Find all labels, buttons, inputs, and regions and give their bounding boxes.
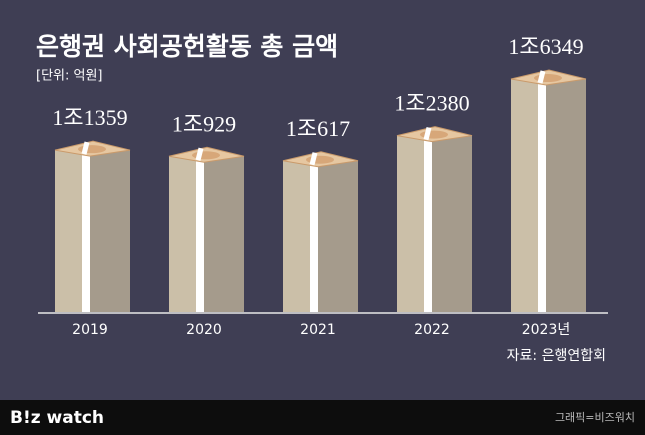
x-tick-label: 2020 <box>186 322 222 338</box>
value-label: 1조929 <box>172 111 236 136</box>
value-label: 1조1359 <box>52 105 127 130</box>
chart-subtitle: [단위: 억원] <box>36 69 103 84</box>
bar-top-band <box>195 147 204 161</box>
bar-top-band <box>423 126 432 141</box>
bar-side <box>546 79 586 312</box>
bar-band <box>424 138 432 312</box>
source: 자료: 은행연합회 <box>507 348 606 364</box>
footer-band <box>0 400 645 435</box>
bar-side <box>90 150 130 312</box>
chart-title: 은행권 사회공헌활동 총 금액 <box>36 32 338 61</box>
x-tick-label: 2023년 <box>522 322 571 338</box>
x-tick-label: 2021 <box>300 322 336 338</box>
bar-side <box>204 156 244 312</box>
bar-side <box>318 160 358 312</box>
logo: B!z watch <box>10 408 104 428</box>
bar-band <box>196 159 204 312</box>
bar-side <box>432 135 472 312</box>
bar-band <box>82 153 90 312</box>
bar-top-band <box>309 152 318 166</box>
value-label: 1조6349 <box>508 34 583 59</box>
bar-top-band <box>537 70 546 84</box>
bar-band <box>538 82 546 312</box>
bar-top-band <box>81 141 90 155</box>
value-label: 1조2380 <box>394 91 469 116</box>
bar-band <box>310 163 318 312</box>
x-tick-label: 2019 <box>72 322 108 338</box>
credit: 그래픽=비즈워치 <box>555 411 635 424</box>
x-tick-label: 2022 <box>414 322 450 338</box>
value-label: 1조617 <box>286 116 350 141</box>
